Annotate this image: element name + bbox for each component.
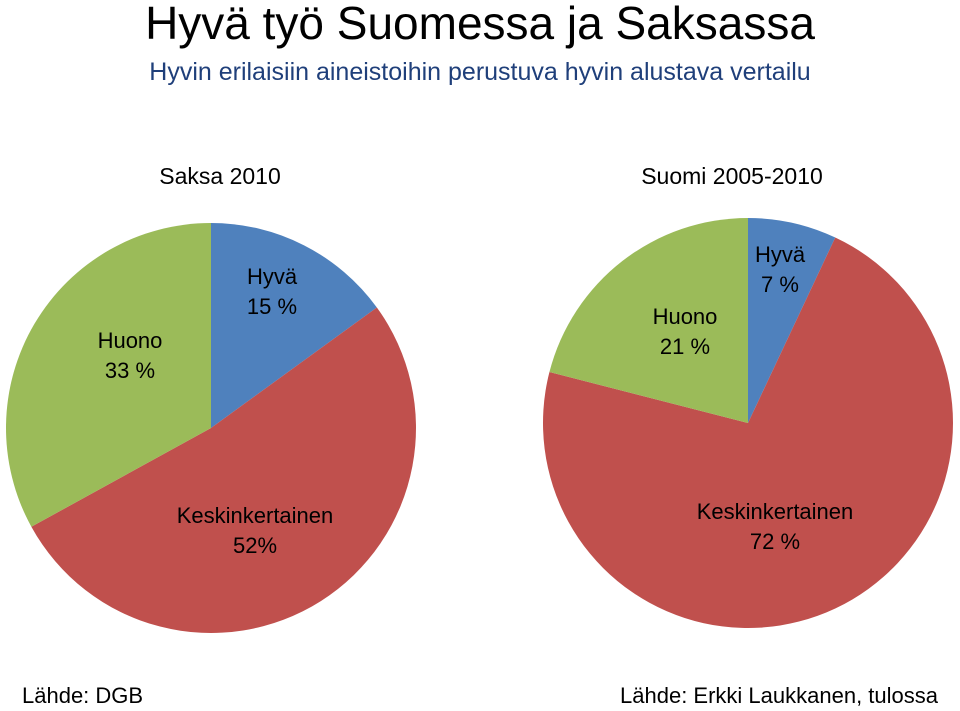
pie-chart-1: Suomi 2005-2010 Hyvä 7 % Keskinkertainen 72 … [542, 163, 953, 629]
slice-label-huono: Huono 21 % [653, 304, 718, 359]
pie-slice-huono [549, 218, 748, 423]
slice-label-keskinkertainen: Keskinkertainen 52% [177, 503, 334, 558]
pie-slice-hyva [211, 223, 377, 428]
pie-chart-0: Saksa 2010 Hyvä 15 % Keskinkertainen 52% Huon… [6, 163, 416, 633]
source-finland: Lähde: Erkki Laukkanen, tulossa [620, 683, 938, 708]
pie-slice-hyva [748, 218, 836, 423]
chart-title: Saksa 2010 [159, 163, 280, 189]
page-subtitle: Hyvin erilaisiin aineistoihin perustuva … [149, 58, 811, 86]
slice-label-keskinkertainen: Keskinkertainen 72 % [697, 499, 854, 554]
page-title: Hyvä työ Suomessa ja Saksassa [145, 0, 815, 49]
pie-slice-keskinkertainen [542, 237, 953, 629]
pie-slice-keskinkertainen [31, 307, 416, 633]
slice-label-hyva: Hyvä 7 % [755, 242, 806, 297]
pie-slice-huono [6, 223, 212, 527]
slice-label-hyva: Hyvä 15 % [247, 264, 298, 319]
chart-title: Suomi 2005-2010 [641, 163, 823, 189]
source-germany: Lähde: DGB [22, 683, 144, 708]
slice-label-huono: Huono 33 % [98, 328, 163, 383]
